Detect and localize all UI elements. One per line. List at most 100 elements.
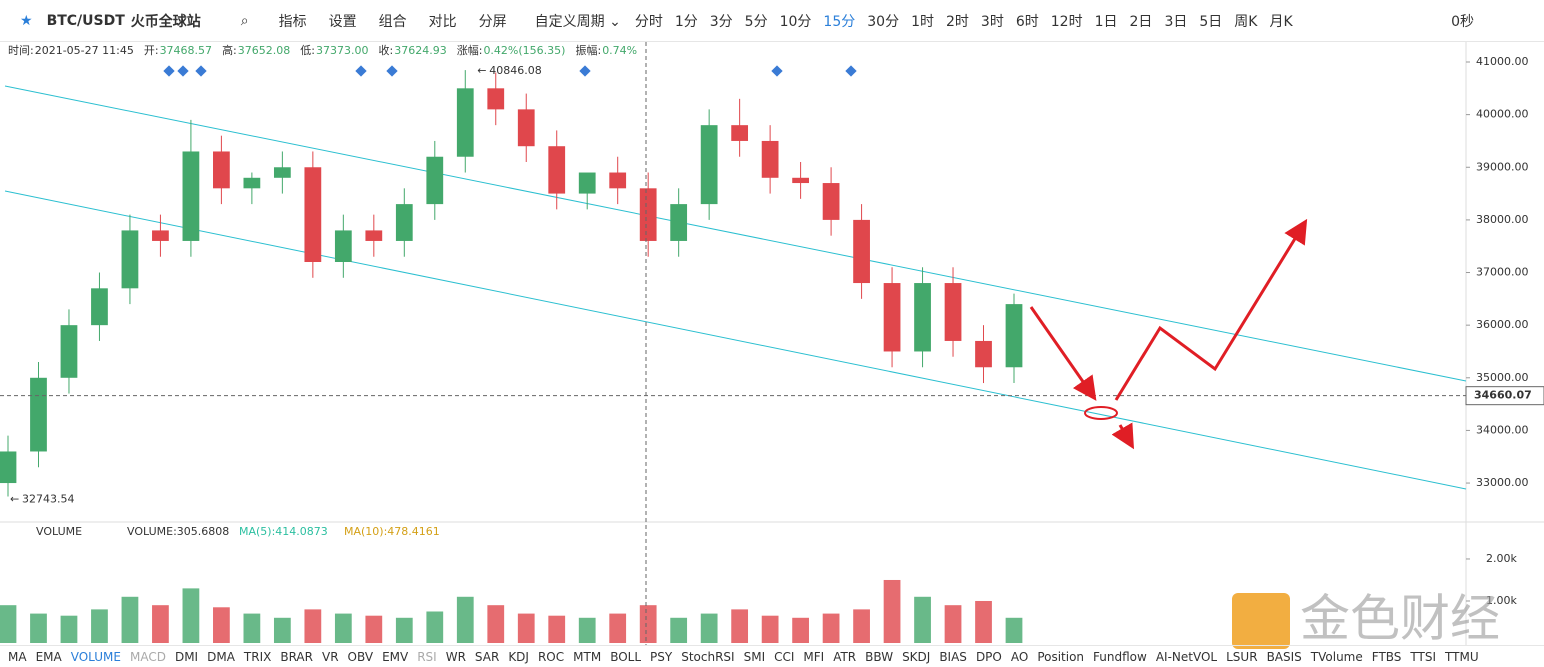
period[interactable]: 1时 (911, 13, 934, 30)
tool[interactable]: 对比 (428, 13, 457, 30)
y-tick-label: 39000.00 (1476, 160, 1529, 173)
period[interactable]: 5分 (744, 13, 768, 30)
indicator[interactable]: FTBS (1371, 649, 1402, 664)
candle-body (914, 283, 931, 352)
candle-body (822, 183, 840, 220)
indicator[interactable]: VR (321, 649, 339, 664)
indicator[interactable]: DMI (174, 649, 199, 664)
indicator[interactable]: TVolume (1310, 649, 1363, 664)
indicator[interactable]: TTSI (1410, 649, 1437, 664)
indicator[interactable]: RSI (417, 649, 437, 664)
candle-body (121, 230, 139, 289)
indicator[interactable]: SKDJ (902, 649, 931, 664)
volume-bar (517, 613, 535, 643)
candle-body (273, 167, 291, 178)
indicator[interactable]: WR (445, 649, 466, 664)
indicator[interactable]: MFI (803, 649, 825, 664)
indicator[interactable]: SAR (474, 649, 500, 664)
indicator[interactable]: MA (8, 649, 27, 664)
star[interactable]: ★ (20, 12, 33, 29)
indicator[interactable]: EMA (35, 649, 62, 664)
y-tick-label: 34000.00 (1476, 423, 1529, 436)
candle-body (670, 204, 688, 241)
indicator[interactable]: BBW (865, 649, 894, 664)
indicator[interactable]: KDJ (508, 649, 529, 664)
indicator[interactable]: BASIS (1266, 649, 1302, 664)
indicator[interactable]: TRIX (243, 649, 272, 664)
search[interactable]: ⌕ (240, 12, 249, 29)
volume-bar (670, 617, 688, 643)
info-label: 低: (300, 44, 315, 57)
indicator[interactable]: VOLUME (70, 649, 121, 664)
period[interactable]: 15分 (823, 13, 856, 30)
marker (386, 65, 398, 77)
period[interactable]: 3时 (980, 13, 1004, 30)
volume-bar (273, 617, 291, 643)
info-value: 2021-05-27 11:45 (35, 44, 134, 57)
period[interactable]: 月K (1269, 13, 1293, 30)
candle-body (91, 288, 108, 326)
indicator[interactable]: LSUR (1226, 649, 1258, 664)
volume-bar (182, 588, 200, 643)
indicator[interactable]: DPO (975, 649, 1002, 664)
volume-bar (700, 613, 718, 643)
volume-bar (0, 605, 17, 643)
period[interactable]: 1日 (1094, 13, 1118, 30)
indicator[interactable]: BRAR (280, 649, 313, 664)
period[interactable]: 6时 (1015, 13, 1039, 30)
candle-body (792, 177, 809, 184)
volume-bar (944, 605, 962, 643)
indicator[interactable]: MTM (573, 649, 602, 664)
crosshair-price: 34660.07 (1474, 389, 1532, 402)
period[interactable]: 周K (1234, 13, 1258, 30)
period[interactable]: 5日 (1199, 13, 1223, 30)
tool[interactable]: 设置 (328, 13, 357, 30)
indicator[interactable]: PSY (650, 649, 673, 664)
period[interactable]: 2时 (946, 13, 969, 30)
volume-bar (243, 613, 261, 643)
indicator[interactable]: DMA (207, 649, 235, 664)
indicator[interactable]: AI-NetVOL (1155, 649, 1218, 664)
indicator[interactable]: OBV (347, 649, 374, 664)
indicator[interactable]: MACD (129, 649, 166, 664)
indicator[interactable]: TTMU (1445, 649, 1479, 664)
period[interactable]: 12时 (1050, 13, 1083, 30)
volume-bar (731, 609, 749, 643)
tools: 指标 设置 组合 对比 分屏 (279, 11, 529, 31)
period[interactable]: 3日 (1164, 13, 1188, 30)
symbol[interactable]: BTC/USDT (46, 12, 125, 29)
indicator[interactable]: ROC (537, 649, 565, 664)
candle-body (517, 109, 535, 147)
volume-bar (639, 605, 657, 643)
tool[interactable]: 分屏 (478, 13, 507, 30)
period[interactable]: 30分 (867, 13, 900, 30)
period[interactable]: 1分 (674, 13, 698, 30)
volume-bar (853, 609, 870, 643)
volume-bar (334, 613, 352, 643)
volume-bar (548, 615, 566, 643)
indicator[interactable]: AO (1010, 649, 1029, 664)
period[interactable]: 3分 (709, 13, 733, 30)
period[interactable]: 10分 (779, 13, 812, 30)
candle-body (883, 283, 901, 352)
indicator[interactable]: Position (1037, 649, 1085, 664)
tool[interactable]: 组合 (378, 13, 407, 30)
indicator[interactable]: BIAS (939, 649, 967, 664)
period[interactable]: 2日 (1129, 13, 1153, 30)
indicator[interactable]: SMI (743, 649, 766, 664)
annotation-arrow (1029, 306, 1097, 401)
indicator[interactable]: BOLL (610, 649, 642, 664)
indicator[interactable]: EMV (382, 649, 409, 664)
indicator[interactable]: CCI (774, 649, 795, 664)
tool[interactable]: 指标 (278, 13, 307, 30)
indicator[interactable]: Fundflow (1093, 649, 1147, 664)
candle-body (213, 151, 230, 189)
volume-bar (60, 615, 78, 643)
candle-body (1005, 304, 1023, 368)
y-tick-label: 41000.00 (1476, 55, 1529, 68)
custom-period[interactable]: 自定义周期 ⌄ (534, 13, 621, 30)
period[interactable]: 分时 (634, 13, 663, 30)
indicator[interactable]: ATR (833, 649, 857, 664)
candle-body (944, 283, 962, 341)
indicator[interactable]: StochRSI (681, 649, 735, 664)
